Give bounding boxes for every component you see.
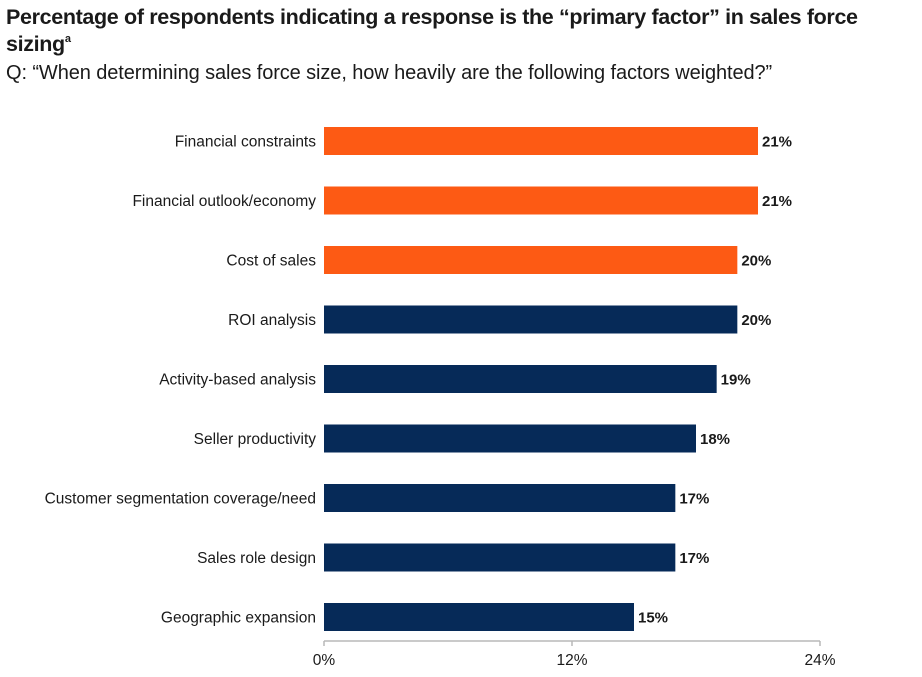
bar <box>324 424 696 453</box>
bar-row: Financial outlook/economy 21% <box>132 186 792 215</box>
category-label: Cost of sales <box>226 253 316 270</box>
bar-row: ROI analysis 20% <box>228 305 771 334</box>
bar <box>324 127 758 155</box>
bar <box>324 603 634 631</box>
bar <box>324 186 758 215</box>
bar <box>324 305 738 334</box>
data-label: 15% <box>638 610 668 627</box>
category-label: Seller productivity <box>194 431 317 448</box>
bar-row: Sales role design 17% <box>197 543 709 572</box>
category-label: Activity-based analysis <box>159 372 316 389</box>
x-tick-label: 12% <box>556 652 587 669</box>
bar <box>324 365 717 393</box>
chart-title-text: Percentage of respondents indicating a r… <box>6 5 858 56</box>
bar <box>324 543 676 572</box>
data-label: 17% <box>679 491 709 508</box>
title-footnote-marker: a <box>64 33 71 45</box>
chart-title: Percentage of respondents indicating a r… <box>6 4 911 58</box>
bar-row: Geographic expansion 15% <box>161 603 668 631</box>
category-label: Financial constraints <box>175 134 317 151</box>
bar-row: Cost of sales 20% <box>226 246 771 274</box>
x-tick-label: 24% <box>804 652 835 669</box>
chart-header: Percentage of respondents indicating a r… <box>6 4 911 86</box>
x-tick-label: 0% <box>313 652 336 669</box>
data-label: 20% <box>741 312 771 329</box>
chart-subtitle: Q: “When determining sales force size, h… <box>6 62 773 84</box>
category-label: Customer segmentation coverage/need <box>45 491 316 508</box>
category-label: ROI analysis <box>228 312 316 329</box>
bar <box>324 484 676 512</box>
bar-row: Customer segmentation coverage/need 17% <box>45 484 709 512</box>
bar-row: Activity-based analysis 19% <box>159 365 751 393</box>
data-label: 21% <box>762 193 792 210</box>
data-label: 19% <box>721 372 751 389</box>
category-label: Financial outlook/economy <box>132 193 316 210</box>
category-label: Sales role design <box>197 550 316 567</box>
data-label: 17% <box>679 550 709 567</box>
data-label: 20% <box>741 253 771 270</box>
bar-row: Financial constraints 21% <box>175 127 792 155</box>
category-label: Geographic expansion <box>161 610 316 627</box>
data-label: 18% <box>700 431 730 448</box>
bar <box>324 246 738 274</box>
data-label: 21% <box>762 134 792 151</box>
bar-row: Seller productivity 18% <box>194 424 730 453</box>
